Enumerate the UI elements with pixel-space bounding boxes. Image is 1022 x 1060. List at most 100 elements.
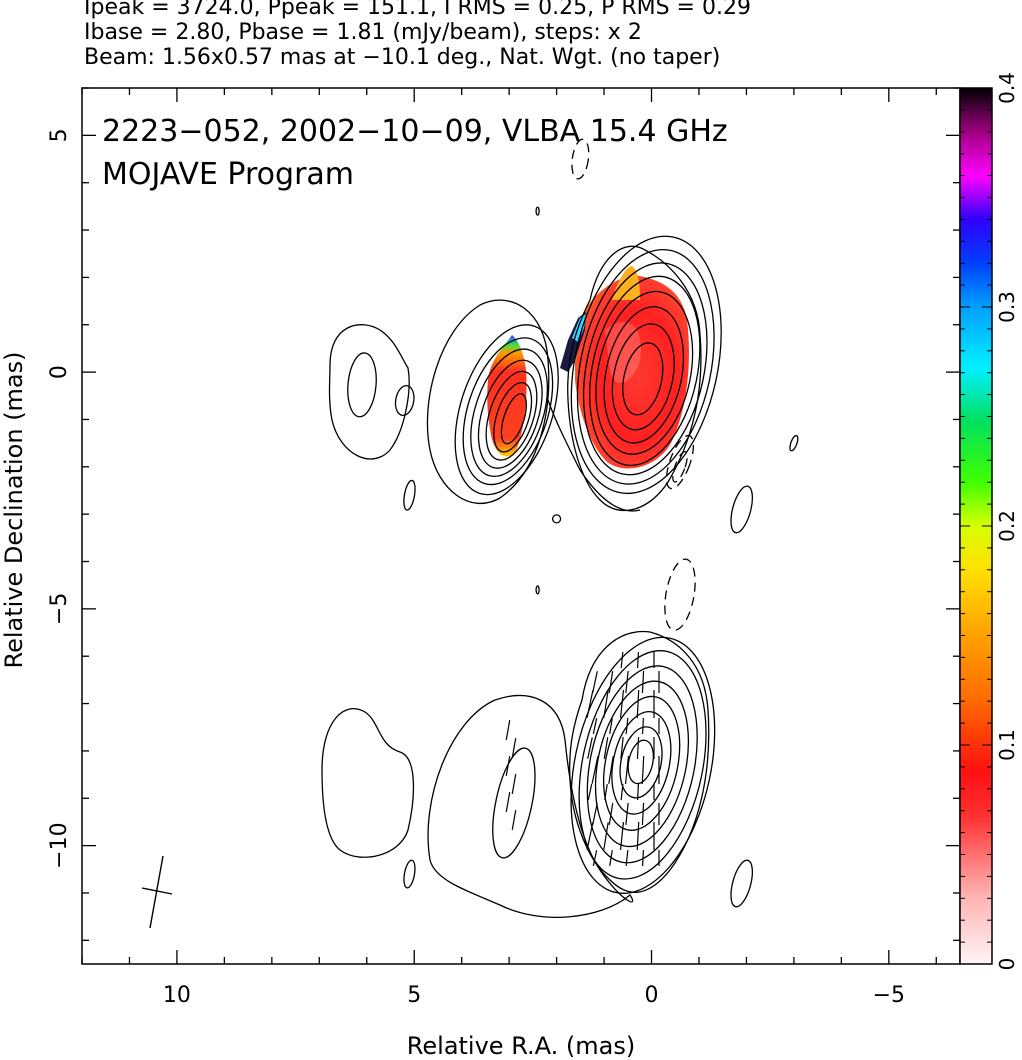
contour	[547, 399, 641, 512]
evpa-vector	[586, 690, 594, 718]
program-label: MOJAVE Program	[102, 157, 354, 192]
contour	[493, 381, 533, 453]
axis-ticks	[81, 87, 960, 964]
header-line-2: Ibase = 2.80, Pbase = 1.81 (mJy/beam), s…	[84, 20, 642, 45]
evpa-vector	[592, 803, 598, 825]
source-title: 2223−052, 2002−10−09, VLBA 15.4 GHz	[102, 114, 728, 149]
plot-frame	[81, 87, 961, 965]
contour	[627, 739, 655, 785]
evpa-vector	[641, 717, 645, 735]
contour	[570, 235, 722, 495]
x-axis-label: Relative R.A. (mas)	[407, 1032, 635, 1060]
evpa-vector	[608, 803, 614, 825]
contour	[586, 665, 698, 864]
contour-lines	[321, 138, 799, 918]
evpa-vector	[604, 784, 608, 800]
y-tick-label: −5	[47, 593, 72, 625]
contour	[578, 650, 707, 880]
evpa-vector	[636, 821, 640, 851]
polarization-vectors	[505, 651, 660, 867]
evpa-vector	[641, 755, 645, 785]
negative-contour	[664, 558, 696, 631]
colorbar-tick-labels: 0 0.1 0.2 0.3 0.4	[995, 72, 1019, 970]
evpa-vector	[603, 822, 609, 850]
contour	[595, 290, 694, 455]
negative-contour	[672, 451, 688, 483]
colorbar-tick-label: 0.3	[995, 291, 1019, 323]
evpa-vector	[636, 689, 640, 719]
contour	[611, 711, 672, 815]
evpa-vector	[624, 756, 630, 784]
x-tick-labels: 10 5 0 −5	[163, 983, 905, 1008]
evpa-vector	[603, 690, 609, 718]
evpa-vector	[591, 756, 599, 784]
colorbar-tick-label: 0.4	[995, 72, 1019, 104]
evpa-vector	[636, 651, 640, 669]
contour	[789, 434, 799, 452]
evpa-vector	[608, 671, 614, 693]
evpa-vector	[619, 822, 625, 850]
evpa-vector	[608, 756, 614, 784]
evpa-vector	[641, 849, 645, 867]
evpa-vector	[641, 670, 645, 694]
negative-contour	[571, 138, 590, 180]
contour	[603, 306, 685, 444]
contour	[454, 324, 559, 496]
evpa-vector	[592, 850, 598, 866]
evpa-vector	[636, 783, 640, 801]
contour	[535, 585, 540, 595]
contour	[603, 695, 681, 831]
y-tick-labels: 5 0 −5 −10	[47, 128, 72, 868]
contour	[570, 636, 716, 894]
contour	[492, 747, 536, 859]
contour	[403, 479, 416, 511]
contour	[535, 206, 540, 216]
contour	[622, 342, 664, 416]
x-tick-label: 10	[163, 983, 191, 1008]
contour	[582, 262, 708, 476]
y-axis-label: Relative Declination (mas)	[0, 351, 28, 668]
evpa-vector	[609, 850, 613, 866]
contour	[730, 485, 754, 534]
contour	[426, 299, 550, 504]
contour	[500, 393, 527, 445]
evpa-vector	[625, 802, 629, 826]
contour	[427, 694, 634, 918]
contour	[462, 337, 554, 486]
x-tick-label: 0	[645, 983, 659, 1008]
y-tick-label: 0	[47, 365, 72, 379]
evpa-vector	[511, 810, 517, 830]
evpa-vector	[587, 784, 593, 800]
y-tick-label: −10	[47, 822, 72, 868]
y-tick-label: 5	[47, 128, 72, 142]
fractional-polarization-core	[560, 265, 689, 469]
evpa-vector	[625, 717, 629, 735]
colorbar-tick-label: 0	[995, 958, 1019, 971]
contour	[730, 859, 754, 908]
colorbar-ticks	[960, 87, 992, 965]
contour	[485, 370, 538, 461]
evpa-vector	[641, 802, 645, 826]
evpa-vector	[636, 736, 640, 760]
colorbar-tick-label: 0.2	[995, 510, 1019, 542]
evpa-vector	[586, 822, 594, 850]
evpa-vector	[619, 690, 625, 718]
colorbar-tick-label: 0.1	[995, 729, 1019, 761]
evpa-vector	[620, 651, 624, 669]
header-line-3: Beam: 1.56x0.57 mas at −10.1 deg., Nat. …	[84, 45, 721, 70]
evpa-vector	[609, 718, 613, 734]
x-tick-label: 5	[407, 983, 421, 1008]
contour	[551, 514, 562, 524]
contour	[403, 859, 416, 889]
contour	[567, 245, 702, 512]
evpa-vector	[603, 737, 609, 759]
evpa-vector	[625, 670, 629, 694]
evpa-vector	[620, 736, 624, 760]
evpa-vector	[625, 849, 629, 867]
contour	[589, 275, 701, 467]
evpa-vector	[587, 737, 593, 759]
negative-contour	[665, 434, 695, 490]
contour	[611, 323, 675, 431]
evpa-vector	[505, 792, 511, 812]
